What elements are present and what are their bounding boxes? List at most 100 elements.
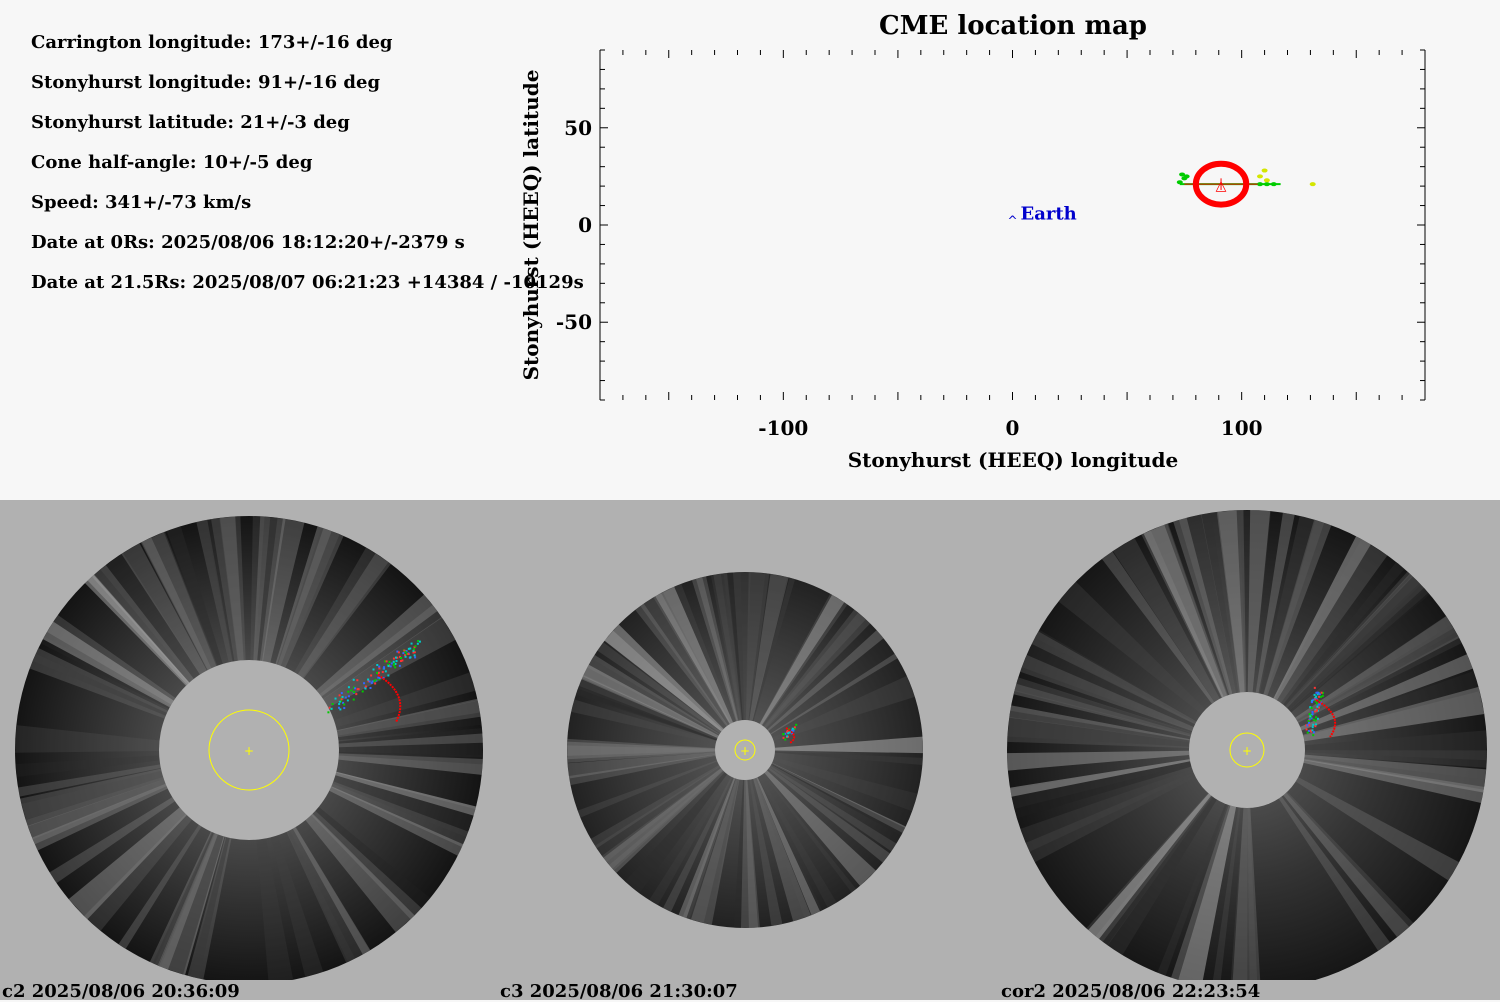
cme-trace-point — [350, 689, 353, 692]
cme-trace-point — [1309, 716, 1312, 719]
cme-trace-point — [356, 688, 359, 691]
cme-trace-point — [784, 738, 787, 741]
cme-trace-point — [787, 728, 790, 731]
coronal-streamer — [312, 806, 431, 917]
cme-trace-point — [1306, 724, 1309, 727]
y-axis-label: Stonyhurst (HEEQ) latitude — [519, 70, 543, 381]
cme-trace-point — [377, 671, 380, 674]
coronal-streamer — [220, 516, 244, 661]
coronal-streamer — [723, 572, 745, 721]
cme-trace-point — [392, 664, 395, 667]
cme-trace-point — [787, 732, 790, 735]
coronal-streamer — [1286, 575, 1429, 713]
coronal-streamer — [152, 832, 216, 967]
cme-trace-point — [1315, 698, 1318, 701]
coronal-streamer — [759, 594, 845, 726]
coronal-streamer — [85, 574, 190, 686]
coronal-streamer — [275, 526, 332, 666]
cme-trace-point — [1313, 686, 1316, 689]
cme-trace-point — [1316, 709, 1319, 712]
cme-trace-point — [413, 651, 416, 654]
cme-trace-point — [1314, 725, 1317, 728]
coronal-streamer — [1020, 654, 1194, 732]
cme-trace-point — [1308, 724, 1311, 727]
coronal-streamer — [15, 755, 160, 778]
cme-trace-point — [347, 695, 350, 698]
coronal-streamer — [603, 768, 724, 874]
cme-trace-point — [1310, 730, 1313, 733]
cme-trace-point — [1308, 721, 1311, 724]
coronal-streamer — [1009, 705, 1191, 743]
cme-trace-point — [361, 690, 364, 693]
coronal-streamer — [1011, 761, 1192, 819]
earth-marker: ^ — [1007, 213, 1017, 227]
coronal-streamer — [597, 642, 722, 734]
coronal-streamer — [1287, 576, 1430, 713]
cme-trace-point — [395, 656, 398, 659]
cme-trace-point — [334, 697, 337, 700]
coronal-streamer — [118, 824, 202, 949]
coronal-streamer — [771, 763, 906, 836]
cme-trace-point — [407, 652, 410, 655]
cme-cone-ring — [1192, 160, 1250, 208]
cme-trace-point — [1308, 713, 1311, 716]
coronal-streamer — [710, 573, 741, 721]
coronal-streamer — [752, 577, 796, 722]
cme-summary-panel: Carrington longitude: 173+/-16 deg Stony… — [0, 0, 1500, 500]
coronal-streamer — [329, 786, 464, 856]
coronal-streamer — [759, 593, 848, 726]
cme-center-marker: △ — [1216, 178, 1227, 194]
cme-trace-point — [384, 670, 387, 673]
coronal-streamer — [338, 733, 483, 748]
coronal-streamer — [1298, 636, 1462, 725]
coronal-streamer — [1009, 759, 1191, 797]
cme-trace-point — [409, 647, 412, 650]
c3-caption: c3 2025/08/06 21:30:07 — [500, 981, 738, 1002]
solar-limb-circle — [1229, 732, 1265, 768]
coronal-streamer — [774, 736, 923, 754]
coronal-streamer — [1157, 803, 1228, 976]
coronal-streamer — [1263, 519, 1332, 696]
cme-trace-point — [786, 735, 789, 738]
cme-trace-point — [793, 727, 796, 730]
cme-trace-point — [372, 668, 375, 671]
coronal-streamer — [769, 765, 897, 852]
coronal-streamer — [1283, 791, 1414, 938]
coronal-streamer — [575, 686, 717, 741]
coronal-streamer — [46, 614, 176, 705]
coronagraph-images: + + + — [15, 510, 1487, 980]
coronal-streamer — [1201, 511, 1240, 694]
coronal-streamer — [1025, 772, 1196, 863]
cme-trace-point — [387, 665, 390, 668]
cme-trace-point — [330, 707, 333, 710]
cme-trace-point — [381, 671, 384, 674]
coronal-streamer — [1088, 793, 1212, 939]
cme-trace-point — [1312, 698, 1315, 701]
occulter-disk — [715, 720, 775, 780]
coronal-streamer — [1283, 561, 1405, 707]
cme-trace-point — [1321, 694, 1324, 697]
cme-trace-point — [1312, 723, 1315, 726]
coronal-streamer — [1304, 757, 1486, 790]
coronal-streamer — [1107, 797, 1217, 956]
coronal-streamer — [567, 752, 716, 779]
cme-trace-point — [337, 706, 340, 709]
coronal-streamer — [682, 778, 739, 924]
cme-trace-point — [1307, 730, 1310, 733]
cme-trace-point — [1309, 729, 1312, 732]
cme-trace-point — [378, 677, 381, 680]
cme-trace-point — [382, 667, 385, 670]
coronal-streamer — [1171, 805, 1231, 980]
sun-center-marker: + — [740, 744, 750, 758]
coronal-streamer — [1010, 759, 1191, 809]
coronal-streamer — [18, 764, 161, 797]
coronal-streamer — [1303, 758, 1485, 804]
cme-trace-point — [354, 687, 357, 690]
coronal-streamer — [762, 773, 857, 893]
cme-trace-point — [393, 661, 396, 664]
cme-trace-point — [383, 666, 386, 669]
cme-trace-point — [795, 723, 798, 726]
cme-parameter-list: Carrington longitude: 173+/-16 deg Stony… — [31, 28, 584, 308]
cme-trace-point — [1311, 726, 1314, 729]
coronal-streamer — [581, 664, 719, 739]
